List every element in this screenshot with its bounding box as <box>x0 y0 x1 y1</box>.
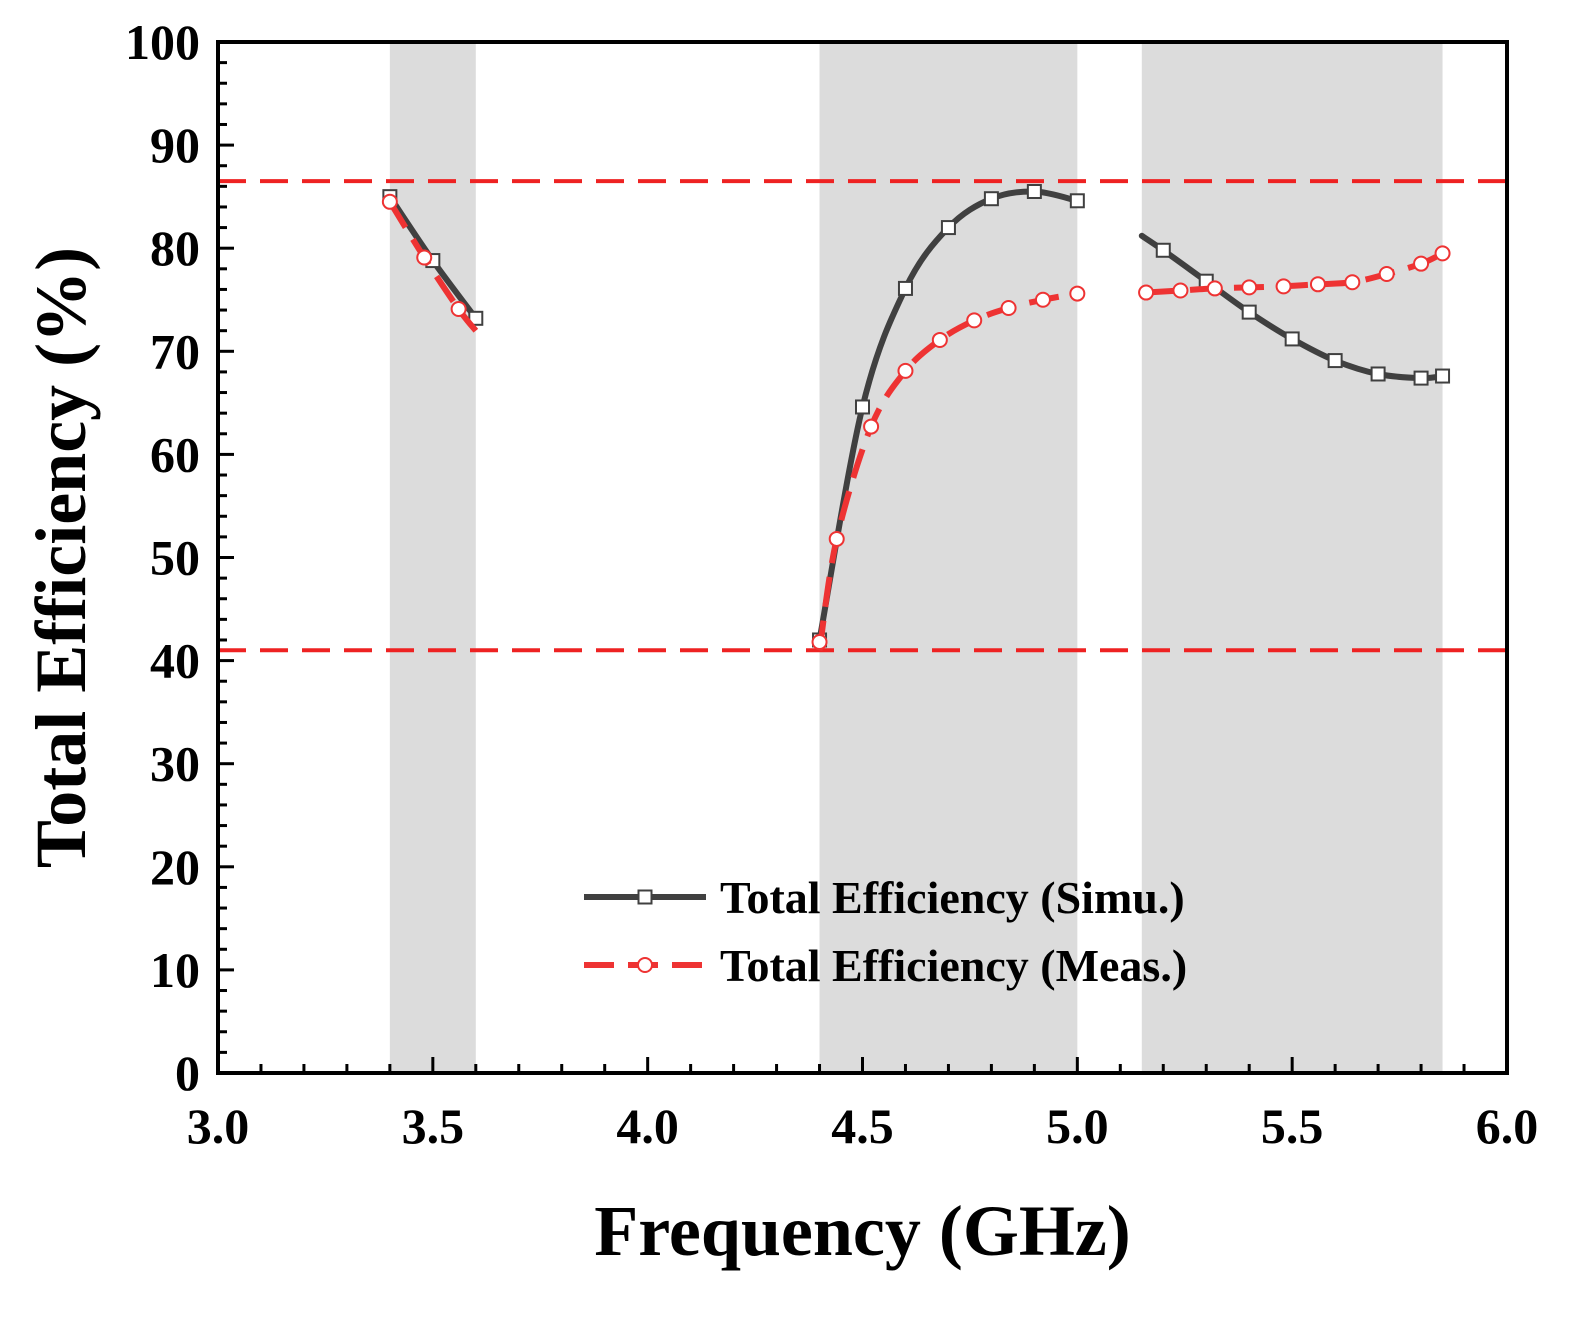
legend-item-1: Total Efficiency (Simu.) <box>584 872 1185 923</box>
y-tick-label: 90 <box>150 117 200 173</box>
y-tick-label: 70 <box>150 323 200 379</box>
reference-lines <box>218 179 1507 653</box>
data-point <box>450 301 467 318</box>
y-tick-label: 60 <box>150 426 200 482</box>
data-point <box>855 399 870 415</box>
legend-label: Total Efficiency (Simu.) <box>720 872 1185 923</box>
legend-item-2: Total Efficiency (Meas.) <box>584 940 1187 991</box>
data-point <box>811 634 828 651</box>
x-tick-label: 3.5 <box>402 1098 465 1154</box>
x-tick-label: 4.5 <box>831 1098 894 1154</box>
shaded-bands <box>389 42 1443 1073</box>
data-point <box>966 312 983 329</box>
y-tick-label: 80 <box>150 220 200 276</box>
data-point <box>1434 245 1451 262</box>
y-tick-label: 40 <box>150 633 200 689</box>
data-point <box>863 418 880 435</box>
data-point <box>381 193 398 210</box>
x-tick-label: 5.5 <box>1261 1098 1324 1154</box>
series-layer <box>381 183 1451 651</box>
y-tick-label: 100 <box>125 14 200 70</box>
data-point <box>1413 370 1429 386</box>
data-point <box>1413 255 1430 272</box>
shaded-band-2 <box>819 42 1078 1073</box>
data-point <box>1327 353 1343 369</box>
y-axis-title: Total Efficiency (%) <box>21 247 101 868</box>
data-point <box>1138 284 1155 301</box>
legend-marker <box>637 957 653 973</box>
data-point <box>1435 368 1451 384</box>
data-point <box>1284 331 1300 347</box>
data-point <box>1069 193 1085 209</box>
data-point <box>1155 242 1171 258</box>
legend: Total Efficiency (Simu.) Total Efficiency… <box>584 872 1187 991</box>
data-point <box>1378 265 1395 282</box>
data-point <box>1206 280 1223 297</box>
shaded-band-1 <box>389 42 476 1073</box>
data-point <box>416 249 433 266</box>
data-point <box>1172 282 1189 299</box>
data-point <box>897 280 913 296</box>
legend-label: Total Efficiency (Meas.) <box>720 940 1187 991</box>
data-point <box>1344 274 1361 291</box>
data-point <box>1026 183 1042 199</box>
data-point <box>1370 366 1386 382</box>
series-measured <box>381 193 1451 651</box>
data-point <box>1309 276 1326 293</box>
tick-labels: 3.0 3.5 4.0 4.5 5.0 5.5 6.0 0 10 20 30 40 50 60 70 80 90… <box>125 14 1538 1154</box>
series-simulated <box>382 183 1451 648</box>
data-point <box>897 362 914 379</box>
legend-marker <box>637 889 653 905</box>
data-point <box>940 220 956 236</box>
y-tick-label: 20 <box>150 839 200 895</box>
data-point <box>1000 299 1017 316</box>
series-line-segment-3 <box>1145 250 1444 296</box>
x-tick-label: 6.0 <box>1476 1098 1539 1154</box>
shaded-band-3 <box>1141 42 1443 1073</box>
data-point <box>931 331 948 348</box>
data-point <box>1034 291 1051 308</box>
data-point <box>828 530 845 547</box>
y-tick-label: 50 <box>150 530 200 586</box>
axes <box>216 40 1509 1075</box>
series-line-segment-1 <box>387 200 479 333</box>
data-point <box>1241 304 1257 320</box>
y-tick-label: 30 <box>150 736 200 792</box>
x-tick-label: 4.0 <box>616 1098 679 1154</box>
series-line-segment-2 <box>816 290 1078 651</box>
y-tick-label: 10 <box>150 942 200 998</box>
data-point <box>1069 285 1086 302</box>
data-point <box>983 191 999 207</box>
x-tick-label: 5.0 <box>1046 1098 1109 1154</box>
data-point <box>1241 279 1258 296</box>
x-axis-title: Frequency (GHz) <box>594 1191 1131 1271</box>
x-tick-label: 3.0 <box>187 1098 250 1154</box>
data-point <box>1275 278 1292 295</box>
y-tick-label: 0 <box>175 1045 200 1101</box>
